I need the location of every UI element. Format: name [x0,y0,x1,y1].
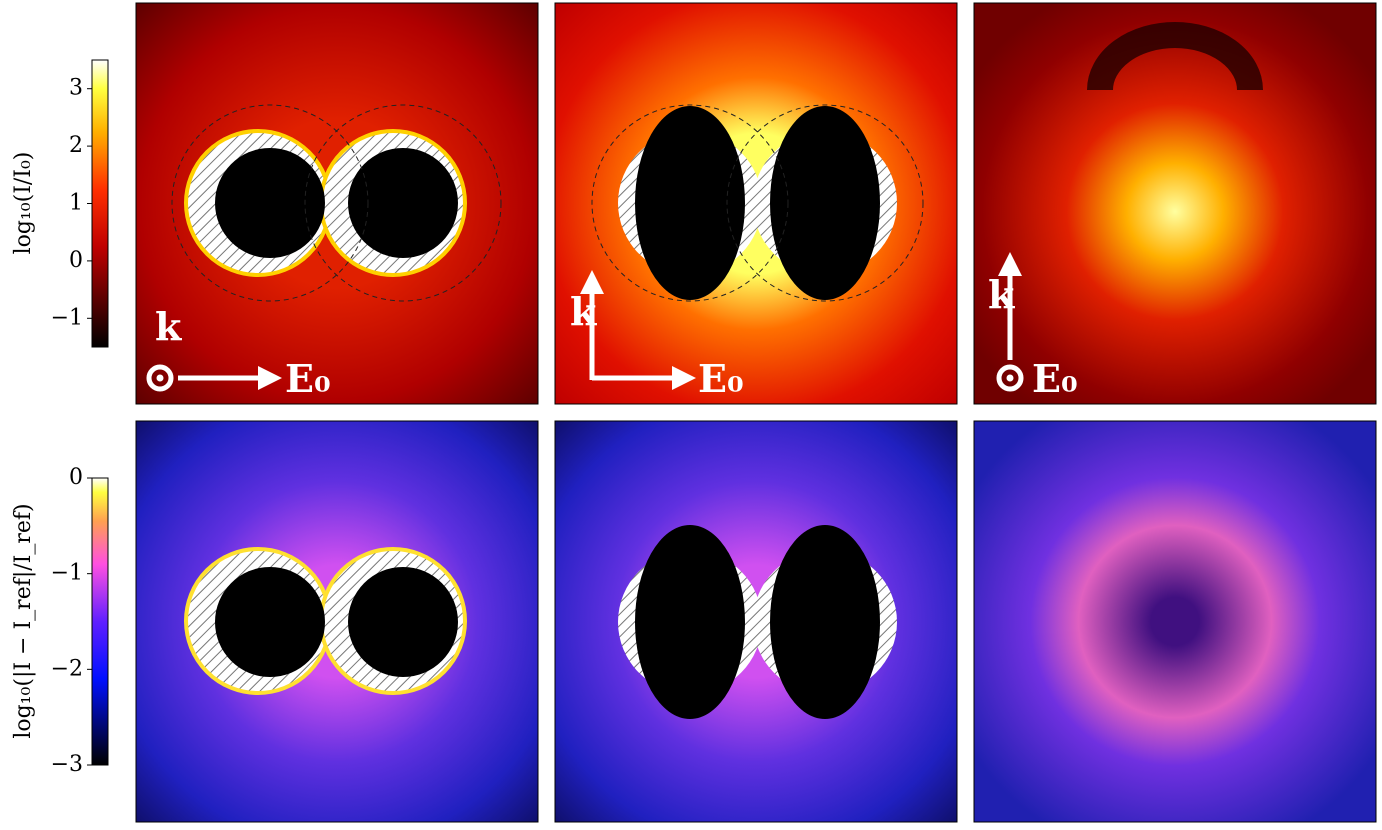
panel [135,420,539,823]
panel [973,2,1377,405]
colorbar [91,477,109,766]
tick-label: 0 [69,465,83,490]
tick-label: 3 [69,76,83,101]
tick-label: −3 [51,752,83,777]
tick-label: 0 [69,248,83,273]
annotation: E₀ [1032,356,1078,401]
tick-label: 2 [69,133,83,158]
annotation: E₀ [698,356,744,401]
tick-label: −1 [51,305,83,330]
colorbar-label: log₁₀(I/I₀) [11,152,36,255]
panel [554,420,958,823]
annotation: k [988,272,1015,317]
colorbars: −1 0 1 2 3 log₁₀(I/I₀) −3 −2 −1 0 log₁₀(|I − I_ref… [11,59,109,777]
annotations: k E₀ k E₀ k E₀ [155,272,1078,401]
tick-label: 1 [69,191,83,216]
panel [135,2,539,405]
panel [973,420,1377,823]
panel [554,2,958,405]
annotation: E₀ [285,356,331,401]
tick-label: −2 [51,656,83,681]
tick-label: −1 [51,561,83,586]
colorbar [91,59,109,348]
annotation: k [155,304,182,349]
annotation: k [570,289,597,334]
colorbar-label: log₁₀(|I − I_ref|/I_ref) [11,503,36,738]
